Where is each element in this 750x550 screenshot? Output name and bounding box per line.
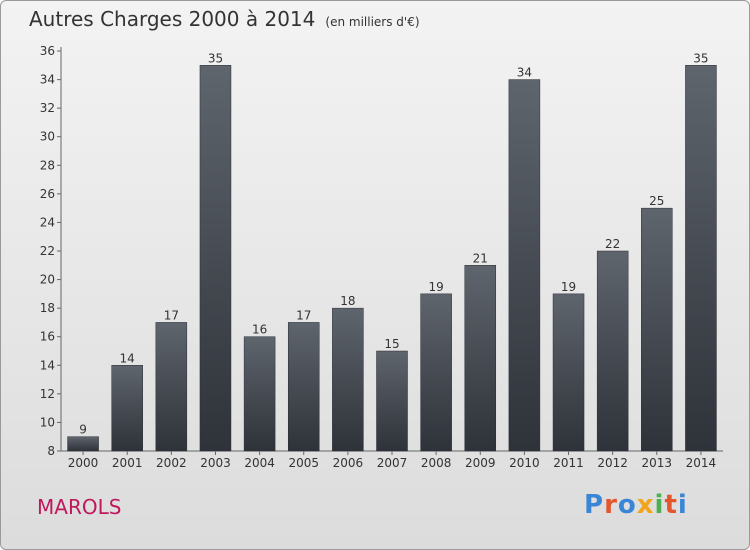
bar	[420, 293, 452, 452]
logo-letter: o	[617, 490, 637, 520]
x-tick-label: 2005	[288, 456, 319, 470]
proxiti-logo[interactable]: Proxiti	[584, 490, 688, 520]
chart-title: Autres Charges 2000 à 2014	[29, 7, 316, 31]
logo-letter: i	[677, 490, 688, 520]
x-tick-label: 2006	[333, 456, 364, 470]
bar-value-label: 19	[428, 280, 443, 294]
bar-value-label: 14	[120, 351, 135, 365]
y-tick-label: 8	[47, 444, 55, 458]
x-tick-label: 2002	[156, 456, 187, 470]
y-tick-label: 34	[40, 73, 55, 87]
y-tick-label: 12	[40, 387, 55, 401]
bar-value-label: 16	[252, 323, 267, 337]
bar-value-label: 22	[605, 237, 620, 251]
x-tick-label: 2011	[553, 456, 584, 470]
bar-value-label: 25	[649, 194, 664, 208]
bar	[376, 350, 408, 452]
bar	[464, 265, 497, 452]
x-tick-label: 2009	[465, 456, 496, 470]
bar-value-label: 18	[340, 294, 355, 308]
logo-letter: x	[636, 490, 655, 520]
y-tick-label: 36	[40, 44, 55, 58]
y-tick-label: 14	[40, 358, 55, 372]
x-tick-label: 2012	[597, 456, 628, 470]
bar	[243, 336, 276, 452]
bar-value-label: 17	[296, 308, 311, 322]
x-tick-label: 2001	[112, 456, 143, 470]
bar	[111, 365, 143, 452]
logo-letter: r	[604, 490, 618, 520]
bar	[552, 293, 585, 452]
bar	[332, 307, 364, 452]
x-tick-label: 2014	[686, 456, 717, 470]
bar-value-label: 17	[164, 308, 179, 322]
x-tick-label: 2004	[244, 456, 275, 470]
y-tick-label: 26	[40, 187, 55, 201]
logo-letter: P	[584, 490, 605, 520]
chart-title-block: Autres Charges 2000 à 2014 (en milliers d…	[29, 7, 420, 31]
logo-letter: t	[664, 490, 678, 520]
x-tick-label: 2010	[509, 456, 540, 470]
chart-subtitle: (en milliers d'€)	[325, 15, 420, 29]
x-tick-label: 2003	[200, 456, 231, 470]
bar-value-label: 15	[384, 337, 399, 351]
bar	[596, 250, 629, 452]
x-tick-label: 2000	[68, 456, 99, 470]
y-tick-label: 20	[40, 273, 55, 287]
bar	[67, 436, 99, 452]
bar-value-label: 35	[693, 51, 708, 65]
y-tick-label: 18	[40, 301, 55, 315]
bar	[287, 322, 320, 452]
x-tick-label: 2008	[421, 456, 452, 470]
y-tick-label: 24	[40, 215, 55, 229]
y-tick-label: 30	[40, 130, 55, 144]
bar-value-label: 34	[517, 66, 532, 80]
y-tick-label: 10	[40, 415, 55, 429]
logo-letter: i	[654, 490, 665, 520]
y-tick-label: 32	[40, 101, 55, 115]
bar	[155, 322, 188, 452]
bar-value-label: 35	[208, 51, 223, 65]
bar	[508, 79, 541, 452]
city-label: MAROLS	[37, 495, 122, 519]
bar-value-label: 21	[473, 251, 488, 265]
bar-value-label: 9	[79, 423, 87, 437]
bar-value-label: 19	[561, 280, 576, 294]
x-tick-label: 2007	[377, 456, 408, 470]
bar	[199, 65, 232, 452]
y-tick-label: 22	[40, 244, 55, 258]
x-tick-label: 2013	[642, 456, 673, 470]
bar	[641, 207, 673, 452]
y-tick-label: 16	[40, 330, 55, 344]
bar	[685, 65, 717, 452]
y-tick-label: 28	[40, 158, 55, 172]
